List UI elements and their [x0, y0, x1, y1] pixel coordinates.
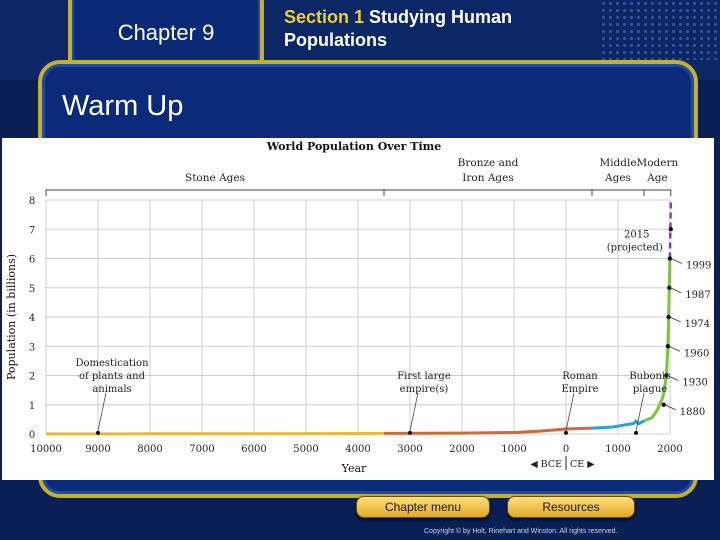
x-tick-label: 2000	[449, 444, 474, 455]
section-title-line2: Populations	[284, 30, 387, 50]
x-tick-label: 5000	[293, 444, 318, 455]
year-leader	[670, 287, 682, 294]
x-tick-label: 3000	[397, 444, 422, 455]
era-label: Stone Ages	[185, 172, 245, 184]
era-bracket	[45, 189, 385, 196]
era-bracket	[643, 189, 672, 196]
y-tick-label: 7	[29, 225, 35, 236]
x-tick-label: 0	[563, 444, 569, 455]
year-label: 1999	[686, 261, 711, 272]
year-label: 1930	[682, 378, 707, 389]
x-tick-label: 1000	[501, 444, 526, 455]
chapter-title: Chapter 9	[117, 20, 215, 45]
series-line	[643, 258, 672, 423]
era-label: Modern	[636, 157, 678, 169]
chart-title: World Population Over Time	[266, 140, 442, 153]
x-tick-label: 1000	[605, 444, 630, 455]
series-line	[45, 431, 385, 436]
section-title: Section 1 Studying Human Populations	[284, 6, 584, 52]
decorative-dots	[600, 0, 720, 60]
annotation-label: First large	[397, 371, 451, 382]
year-label: 1987	[685, 290, 710, 301]
year-label: 1974	[685, 319, 710, 330]
population-chart: 0 1 2 3 4 5 6 7 8 10000 9000 8000 7000 6000 5000 4000 30…	[2, 138, 714, 480]
annotation-leader	[97, 392, 107, 431]
era-label: Middle	[599, 157, 636, 169]
y-tick-label: 1	[29, 401, 35, 412]
annotation-point	[564, 430, 568, 435]
ce-label: CE ▶	[570, 459, 595, 470]
x-tick-label: 2000	[657, 444, 682, 455]
chapter-menu-button[interactable]: Chapter menu	[356, 496, 490, 518]
year-point	[667, 256, 673, 261]
annotation-label: Empire	[561, 384, 598, 395]
year-point	[666, 314, 671, 320]
y-tick-label: 3	[29, 342, 35, 353]
annotation-label: Bubonic	[629, 371, 671, 382]
annotation-leader	[635, 392, 645, 431]
year-label: 2015	[624, 229, 649, 240]
year-point	[665, 344, 671, 349]
y-tick-label: 4	[29, 313, 35, 324]
annotation-leader	[565, 392, 575, 431]
annotation-label: empire(s)	[400, 384, 449, 395]
y-axis-label: Population (in billions)	[5, 254, 18, 380]
annotation-label: Roman	[562, 371, 598, 382]
section-number: Section 1	[284, 7, 365, 27]
x-tick-label: 8000	[137, 444, 162, 455]
year-leader	[670, 258, 683, 264]
x-tick-label: 10000	[30, 444, 62, 455]
era-bracket	[591, 189, 645, 196]
slide-title: Warm Up	[62, 90, 184, 122]
era-label: Ages	[604, 172, 631, 184]
y-tick-label: 8	[29, 196, 35, 207]
x-tick-label: 4000	[345, 444, 370, 455]
annotation-label: of plants and	[79, 371, 146, 382]
year-point	[667, 285, 672, 290]
resources-button[interactable]: Resources	[507, 496, 635, 518]
era-label: Age	[646, 172, 668, 184]
section-title-line1: Studying Human	[369, 7, 513, 27]
copyright-text: Copyright © by Holt, Rinehart and Winsto…	[424, 528, 618, 535]
y-tick-label: 5	[29, 284, 35, 295]
year-leader	[667, 375, 679, 381]
year-point	[668, 227, 673, 232]
x-axis-label: Year	[341, 462, 367, 475]
annotation-leader	[409, 392, 419, 431]
year-leader	[669, 316, 681, 323]
annotation-label: Domestication	[75, 358, 149, 369]
annotation-label: plague	[633, 384, 667, 395]
era-label: Bronze and	[458, 157, 519, 169]
annotation-point	[96, 430, 100, 435]
y-tick-label: 6	[29, 255, 35, 266]
year-label: (projected)	[607, 242, 663, 253]
x-tick-label: 7000	[189, 444, 214, 455]
annotation-label: animals	[92, 384, 131, 395]
bce-label: ◀ BCE	[530, 459, 562, 470]
year-leader	[668, 345, 681, 352]
series-line	[591, 419, 645, 430]
annotation-point	[408, 430, 412, 435]
annotation-point	[634, 430, 639, 435]
year-leader	[664, 404, 676, 411]
year-point	[664, 373, 669, 378]
x-tick-label: 9000	[85, 444, 110, 455]
y-tick-label: 0	[29, 430, 35, 441]
year-point	[661, 402, 666, 407]
series-line	[383, 426, 593, 435]
x-tick-label: 6000	[241, 444, 266, 455]
era-label: Iron Ages	[462, 172, 514, 184]
year-label: 1960	[684, 348, 709, 359]
era-bracket	[383, 189, 593, 196]
year-label: 1880	[680, 407, 705, 418]
y-tick-label: 2	[29, 372, 35, 383]
